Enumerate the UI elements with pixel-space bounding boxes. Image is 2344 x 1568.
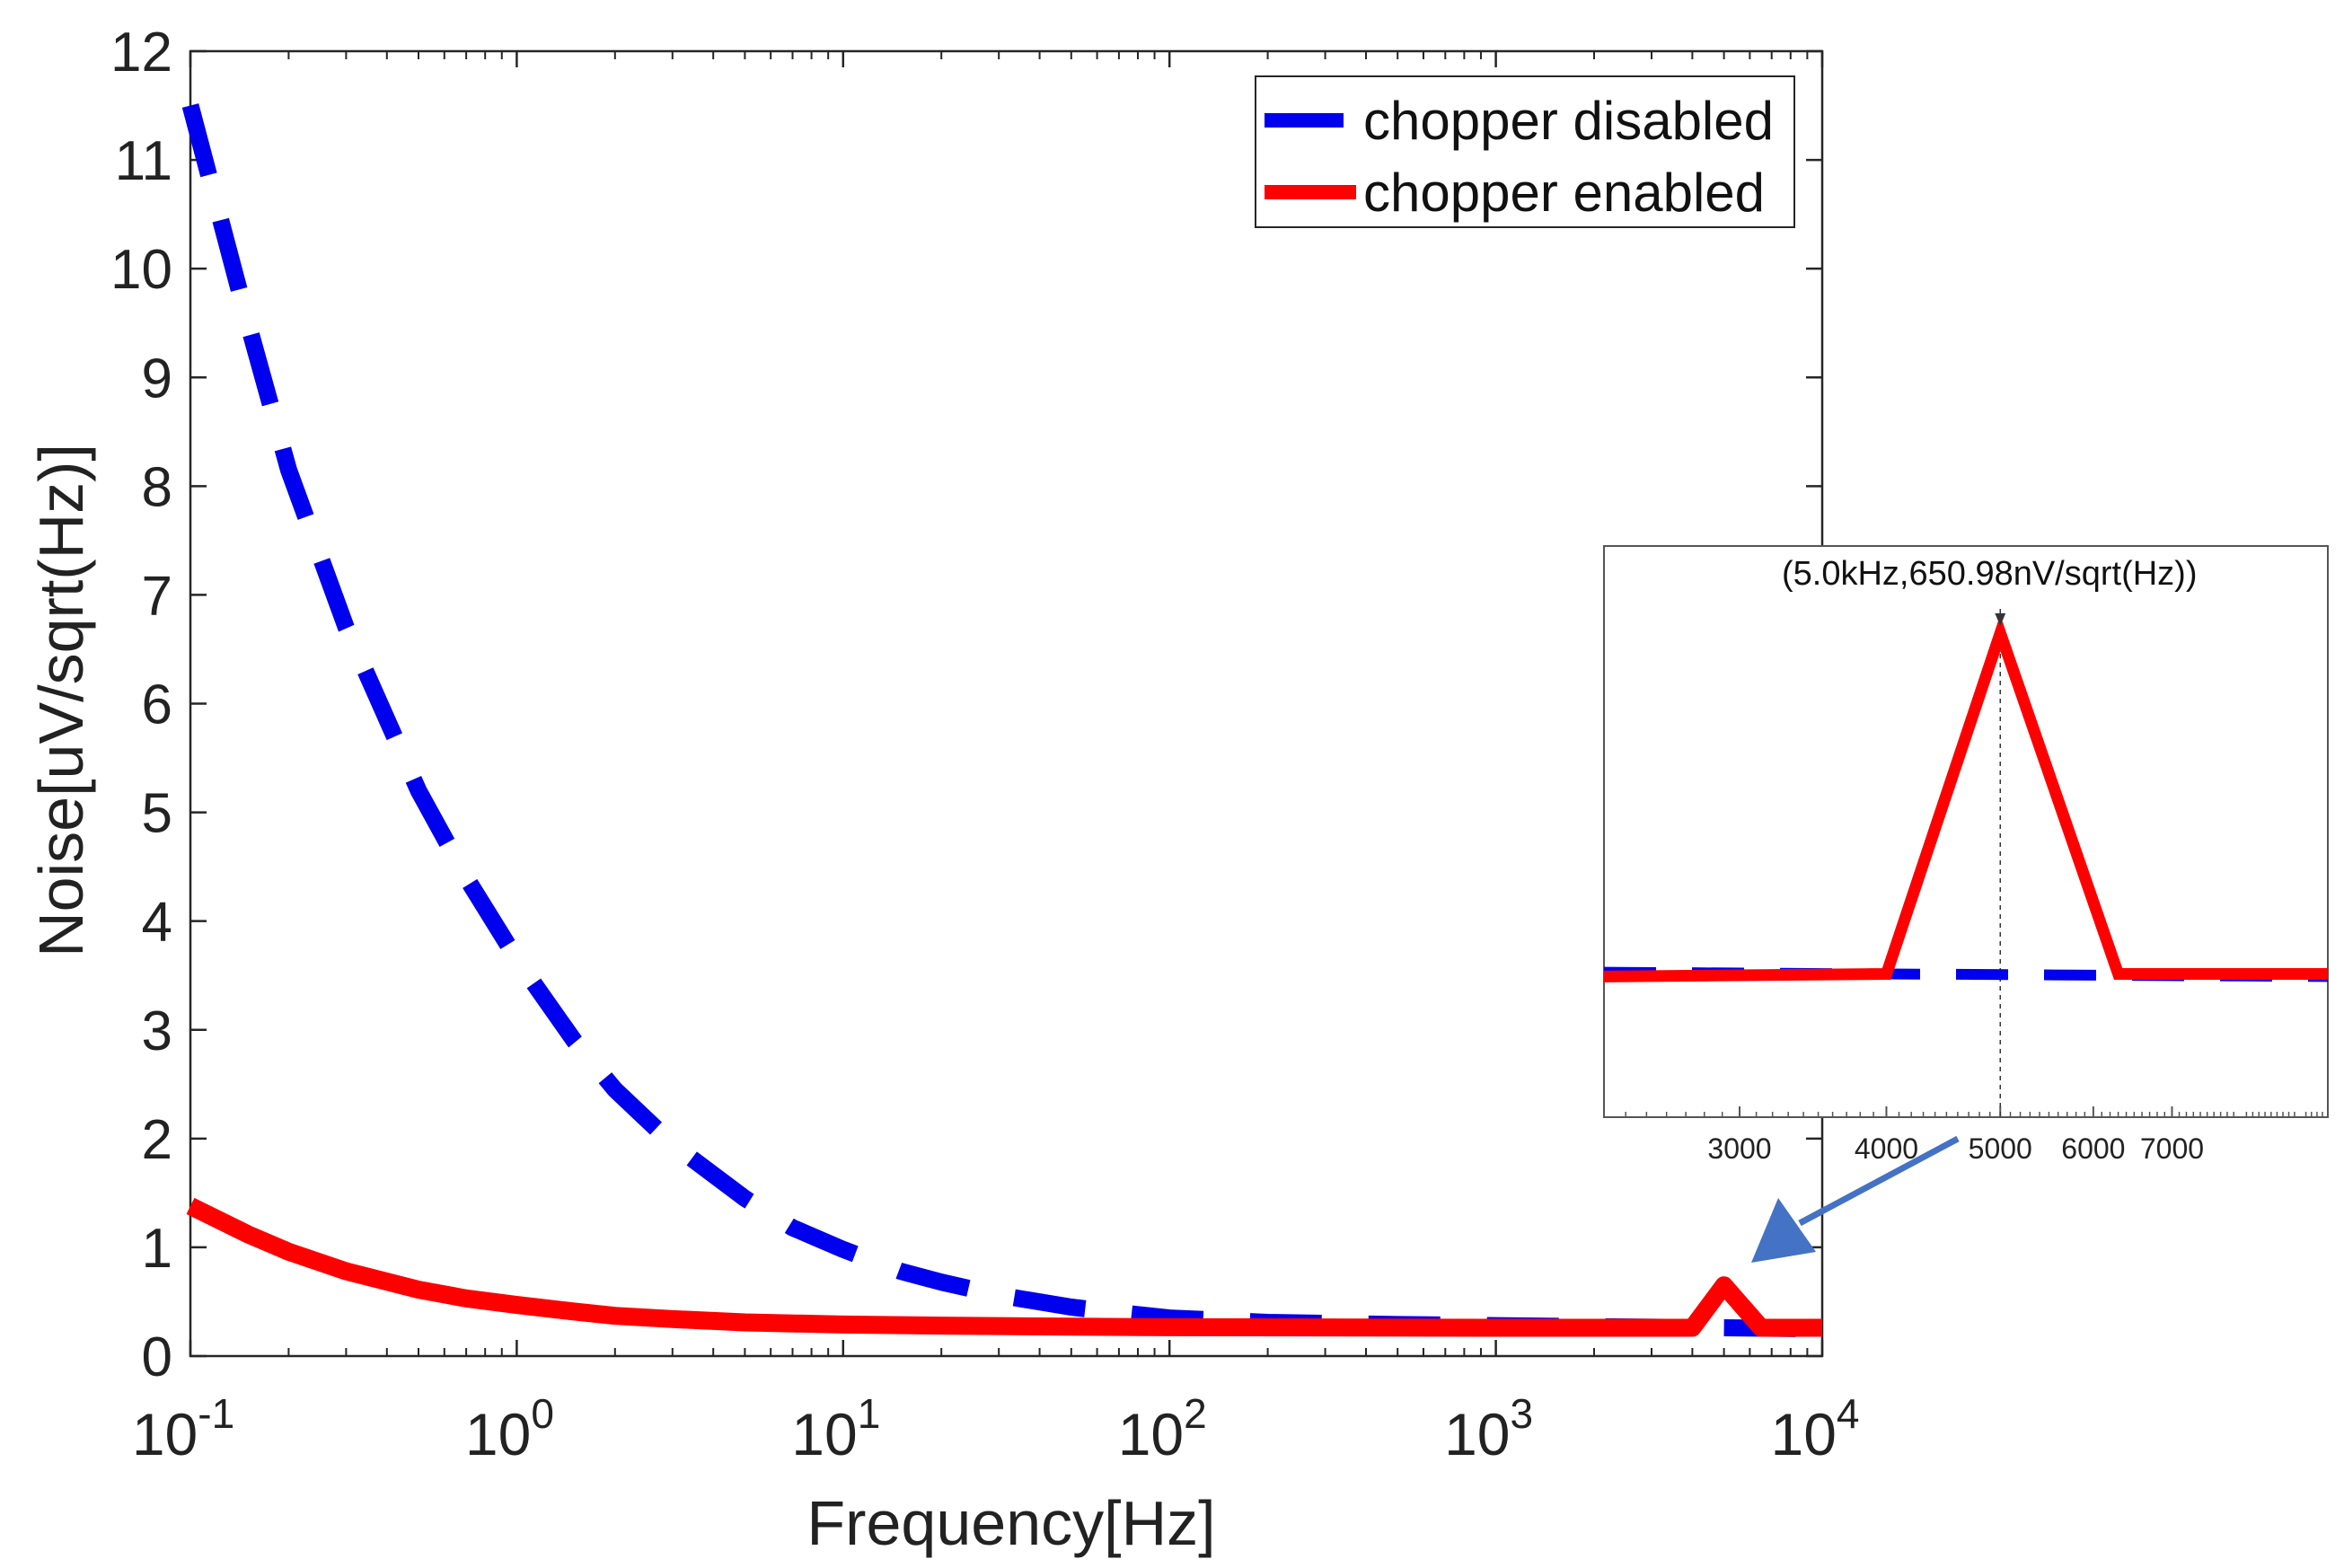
- x-tick-label-base: 10: [791, 1401, 857, 1467]
- y-tick-label: 9: [142, 348, 172, 410]
- x-tick-label: 10-1: [132, 1390, 234, 1467]
- y-tick-label: 5: [142, 783, 172, 845]
- y-axis-label: Noise[uV/sqrt(Hz)]: [26, 444, 96, 957]
- y-tick-label: 0: [142, 1326, 172, 1388]
- x-tick-label: 103: [1444, 1390, 1533, 1467]
- peak-annotation: (5.0kHz,650.98nV/sqrt(Hz)): [1782, 555, 2198, 593]
- legend: chopper disabled chopper enabled: [1255, 75, 1795, 228]
- inset-zoom-plot: 3000 4000 5000 6000 7000 (5.0kHz,650.98nV/sq…: [1603, 545, 2329, 1165]
- x-axis-label: Frequency[Hz]: [806, 1488, 1215, 1558]
- y-tick-label: 2: [142, 1109, 172, 1171]
- y-tick-label: 4: [142, 892, 172, 954]
- inset-series-line-chopper-enabled: [1603, 614, 2328, 982]
- inset-series: [1603, 614, 2329, 982]
- x-tick-label-base: 10: [1444, 1401, 1510, 1467]
- x-tick-label: 102: [1118, 1390, 1207, 1467]
- series-line-chopper-enabled: [186, 1197, 1822, 1337]
- x-tick-label-exponent: 4: [1837, 1390, 1860, 1437]
- x-tick-label-base: 10: [132, 1401, 198, 1467]
- x-tick-label: 104: [1770, 1390, 1859, 1467]
- inset-x-ticks: 3000 4000 5000 6000 7000: [1707, 1106, 2204, 1165]
- inset-x-tick-label: 3000: [1707, 1132, 1771, 1165]
- x-tick-label-exponent: 1: [858, 1390, 881, 1437]
- y-tick-label: 6: [142, 674, 172, 736]
- main-minor-ticks: [287, 51, 1809, 1356]
- x-tick-label-base: 10: [1118, 1401, 1184, 1467]
- inset-x-tick-label: 6000: [2061, 1132, 2125, 1165]
- callout-arrow-head: [1751, 1198, 1816, 1263]
- inset-x-tick-label: 5000: [1969, 1132, 2032, 1165]
- callout-arrow-shaft: [1798, 1135, 1960, 1227]
- main-x-ticks: 10-1 100 101 102 103 104: [132, 51, 1860, 1467]
- y-tick-label: 12: [110, 22, 172, 84]
- x-tick-label-base: 10: [1770, 1401, 1836, 1467]
- inset-minor-ticks: [1625, 1112, 2323, 1117]
- y-tick-label: 8: [142, 456, 172, 518]
- inset-x-tick-label: 7000: [2140, 1132, 2204, 1165]
- inset-frame: [1603, 545, 2329, 1118]
- y-tick-label: 3: [142, 1000, 172, 1062]
- main-series: [181, 103, 1823, 1338]
- legend-label-chopper-enabled: chopper enabled: [1363, 163, 1765, 223]
- x-tick-label-exponent: 2: [1184, 1390, 1207, 1437]
- y-tick-label: 11: [115, 130, 172, 192]
- legend-label-chopper-disabled: chopper disabled: [1363, 91, 1774, 151]
- x-tick-label: 101: [791, 1390, 880, 1467]
- y-tick-label: 1: [142, 1218, 172, 1280]
- inset-x-tick-label: 4000: [1855, 1132, 1918, 1165]
- peak-annotation-pointer: [1995, 612, 2006, 626]
- x-tick-label-exponent: 3: [1511, 1390, 1534, 1437]
- y-tick-label: 7: [142, 565, 172, 627]
- legend-box: [1255, 75, 1795, 228]
- x-tick-label-exponent: -1: [198, 1390, 234, 1437]
- zoom-callout-arrow: [1751, 1135, 1960, 1263]
- x-tick-label: 100: [465, 1390, 554, 1467]
- x-tick-label-base: 10: [465, 1401, 531, 1467]
- y-tick-label: 10: [110, 239, 172, 301]
- x-tick-label-exponent: 0: [531, 1390, 554, 1437]
